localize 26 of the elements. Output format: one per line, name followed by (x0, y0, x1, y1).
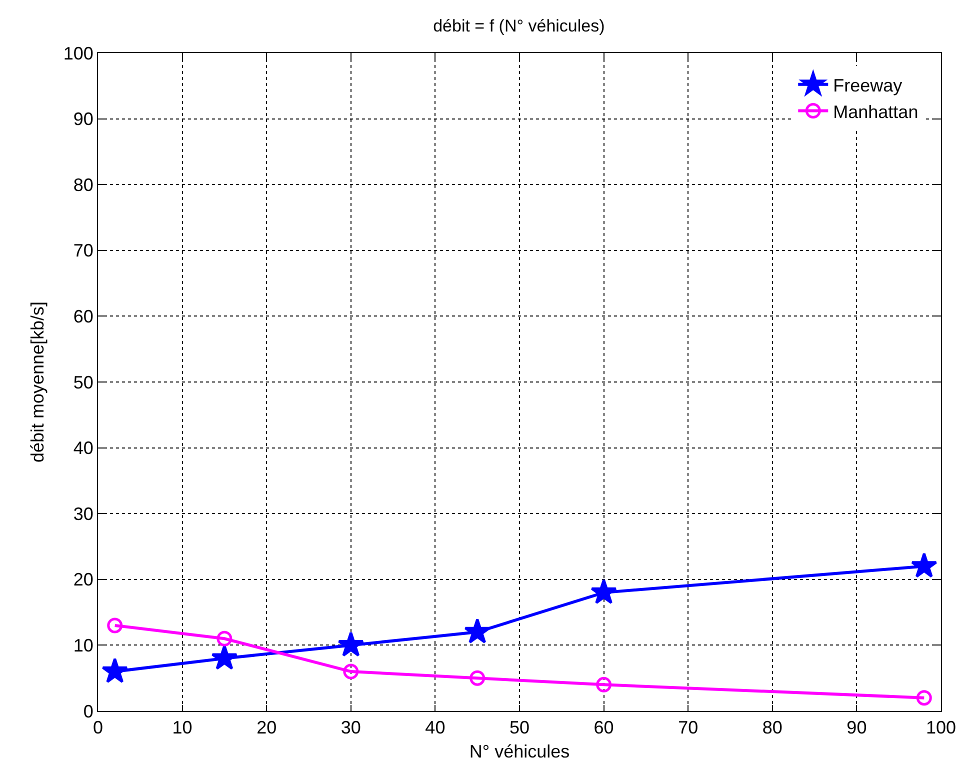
x-tick-label: 80 (762, 718, 782, 738)
y-tick-label: 60 (73, 306, 94, 326)
x-tick-label: 10 (172, 718, 192, 738)
x-tick-label: 70 (678, 718, 698, 738)
legend-label: Manhattan (833, 102, 918, 122)
y-tick-label: 10 (73, 636, 94, 656)
x-tick-label: 60 (594, 718, 614, 738)
x-tick-label: 100 (926, 718, 956, 738)
y-tick-label: 30 (73, 504, 94, 524)
x-tick-label: 40 (425, 718, 446, 738)
y-tick-label: 50 (73, 372, 94, 392)
y-tick-label: 70 (73, 240, 94, 261)
y-tick-label: 80 (73, 174, 94, 195)
y-tick-label: 90 (73, 109, 94, 130)
x-tick-label: 30 (340, 718, 361, 738)
y-tick-label: 100 (63, 43, 94, 64)
x-tick-label: 50 (509, 718, 530, 738)
legend-label: Freeway (833, 75, 902, 96)
y-axis-title: débit moyenne[kb/s] (28, 301, 48, 463)
x-tick-label: 90 (846, 718, 867, 738)
y-tick-label: 0 (83, 701, 94, 722)
x-axis-title: N° véhicules (469, 742, 570, 762)
x-tick-label: 20 (256, 718, 277, 738)
chart-title: débit = f (N° véhicules) (433, 16, 605, 36)
y-tick-label: 20 (73, 570, 94, 590)
y-tick-label: 40 (73, 438, 94, 458)
